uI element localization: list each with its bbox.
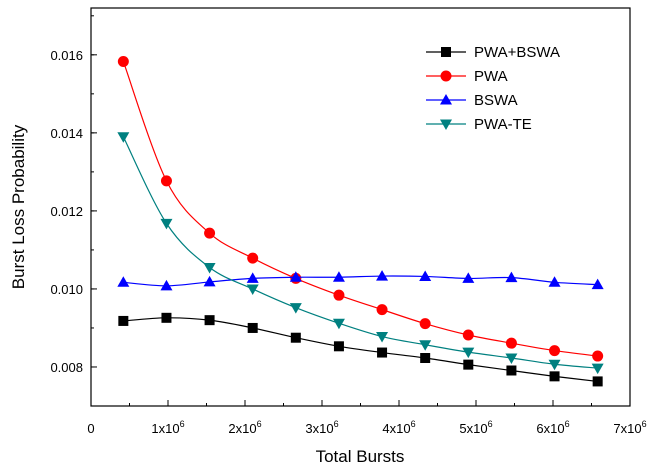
- legend-item: PWA+BSWA: [426, 44, 560, 61]
- x-tick-label: 1x106: [151, 419, 184, 436]
- data-point: [204, 227, 216, 239]
- data-point: [419, 270, 432, 281]
- x-tick-label: 6x106: [536, 419, 569, 436]
- legend-label: PWA+BSWA: [474, 44, 560, 61]
- data-point: [118, 315, 129, 326]
- x-tick-exponent: 6: [411, 419, 416, 429]
- data-point: [549, 371, 560, 382]
- legend-marker: [440, 119, 452, 130]
- series-pwa-te: [117, 132, 604, 375]
- data-point: [376, 304, 388, 316]
- legend: PWA+BSWA PWA BSWA PWA-TE: [426, 44, 560, 133]
- data-point: [332, 271, 345, 282]
- legend-label: PWA-TE: [474, 116, 532, 133]
- legend-marker: [440, 94, 452, 105]
- data-point: [247, 252, 259, 264]
- x-tick-label: 0: [87, 421, 94, 436]
- data-point: [591, 278, 604, 290]
- x-tick-label: 2x106: [228, 419, 261, 436]
- series-line: [123, 275, 598, 287]
- y-tick-label: 0.012: [50, 204, 83, 219]
- x-tick-exponent: 6: [257, 419, 262, 429]
- legend-label: PWA: [474, 68, 508, 85]
- data-point: [592, 350, 604, 362]
- data-point: [289, 271, 302, 282]
- y-tick-label: 0.008: [50, 360, 83, 375]
- x-tick-exponent: 6: [334, 419, 339, 429]
- y-tick-label: 0.016: [50, 48, 83, 63]
- legend-marker: [440, 70, 452, 82]
- data-point: [506, 365, 517, 376]
- data-point: [505, 353, 518, 365]
- data-point: [549, 345, 561, 357]
- data-point: [117, 55, 129, 67]
- data-point: [462, 272, 475, 283]
- x-tick-exponent: 6: [488, 419, 493, 429]
- data-point: [246, 272, 259, 283]
- legend-marker: [441, 47, 451, 57]
- series-line: [122, 61, 598, 357]
- legend-item: PWA: [426, 68, 508, 85]
- data-point: [419, 340, 432, 351]
- legend-label: BSWA: [474, 92, 518, 109]
- data-point: [203, 275, 216, 287]
- data-point: [246, 284, 259, 295]
- data-point: [289, 303, 302, 314]
- data-point: [462, 347, 475, 359]
- data-point: [505, 271, 518, 283]
- y-axis-label: Burst Loss Probability: [9, 124, 28, 289]
- data-point: [247, 322, 258, 333]
- series-bswa: [117, 270, 604, 291]
- legend-item: BSWA: [426, 92, 518, 109]
- series-pwa-bswa: [118, 312, 603, 387]
- data-point: [592, 376, 603, 387]
- legend-item: PWA-TE: [426, 116, 532, 133]
- y-tick-label: 0.014: [50, 126, 83, 141]
- x-axis-label: Total Bursts: [316, 447, 405, 466]
- plot-frame: [90, 7, 631, 407]
- data-point: [376, 270, 389, 281]
- x-tick-label: 5x106: [459, 419, 492, 436]
- data-point: [160, 279, 173, 291]
- data-point: [377, 347, 388, 358]
- data-point: [161, 312, 172, 323]
- data-point: [204, 315, 215, 326]
- data-point: [463, 359, 474, 370]
- series-layer: [117, 55, 604, 387]
- data-point: [591, 363, 604, 375]
- x-tick-exponent: 6: [565, 419, 570, 429]
- data-point: [117, 276, 130, 287]
- data-point: [548, 359, 561, 371]
- data-point: [160, 175, 172, 187]
- data-point: [376, 332, 389, 343]
- y-tick-label: 0.010: [50, 282, 83, 297]
- data-point: [420, 353, 431, 364]
- x-axis-ticks: 0 1x106 2x106 3x106 4x106 5x106 6x106 7x106: [87, 400, 647, 436]
- x-tick-label: 4x106: [382, 419, 415, 436]
- series-line: [122, 136, 598, 369]
- data-point: [462, 329, 474, 341]
- data-point: [117, 132, 130, 143]
- y-axis-ticks: 0.008 0.010 0.012 0.014 0.016: [50, 15, 97, 407]
- data-point: [290, 332, 301, 343]
- x-tick-exponent: 6: [180, 419, 185, 429]
- data-point: [332, 318, 345, 330]
- data-point: [160, 218, 173, 230]
- series-pwa: [117, 55, 604, 362]
- data-point: [548, 276, 561, 287]
- x-tick-label: 3x106: [305, 419, 338, 436]
- data-point: [419, 318, 431, 330]
- data-point: [203, 262, 216, 274]
- data-point: [333, 341, 344, 352]
- data-point: [505, 337, 517, 349]
- x-tick-label: 7x106: [613, 419, 646, 436]
- data-point: [333, 289, 345, 301]
- series-line: [123, 317, 598, 383]
- x-tick-exponent: 6: [642, 419, 647, 429]
